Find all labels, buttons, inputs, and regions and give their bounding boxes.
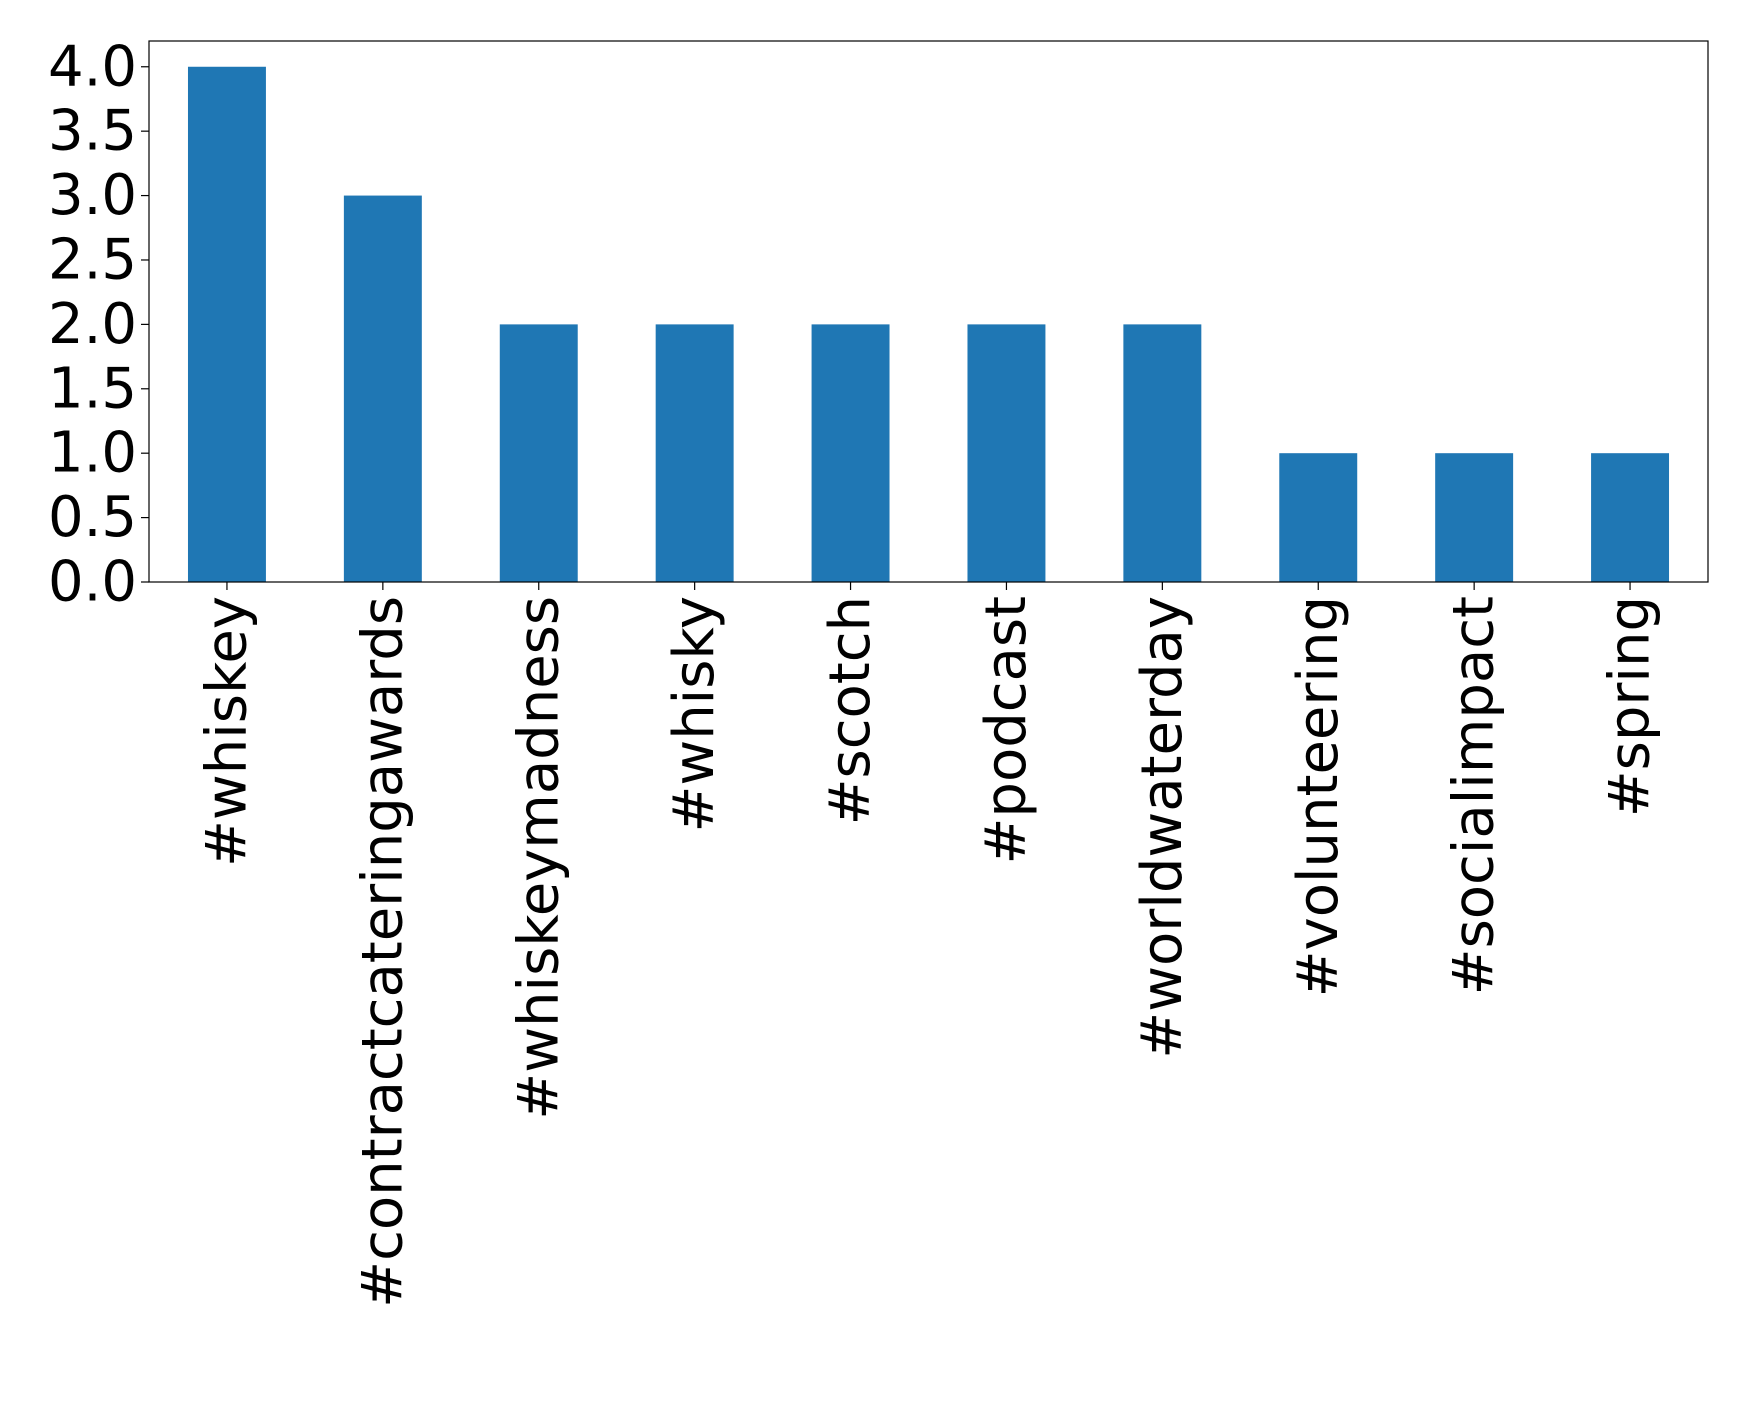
- x-tick-label: #whisky: [662, 596, 727, 833]
- x-tick-label: #whiskey: [194, 596, 259, 867]
- bar: [343, 195, 422, 583]
- y-tick-label: 3.5: [48, 99, 137, 164]
- bar: [1435, 453, 1514, 582]
- bar: [1123, 324, 1202, 582]
- y-tick-label: 0.0: [48, 550, 137, 615]
- x-tick-label: #contractcateringawards: [350, 596, 415, 1308]
- bar: [499, 324, 578, 582]
- bar: [1591, 453, 1670, 582]
- bar: [187, 66, 266, 582]
- y-tick-label: 2.5: [48, 227, 137, 292]
- x-tick-label: #podcast: [974, 596, 1039, 865]
- x-tick-label: #worldwaterday: [1130, 596, 1195, 1059]
- y-tick-label: 4.0: [48, 34, 137, 99]
- y-tick-label: 0.5: [48, 485, 137, 550]
- y-tick-label: 1.0: [48, 421, 137, 486]
- y-tick-label: 2.0: [48, 292, 137, 357]
- bar: [655, 324, 734, 582]
- bar: [811, 324, 890, 582]
- x-tick-label: #scotch: [818, 596, 883, 825]
- plot-frame: [148, 40, 1709, 583]
- x-tick-label: #whiskeymadness: [506, 596, 571, 1120]
- x-tick-label: #spring: [1598, 596, 1663, 817]
- bar: [967, 324, 1046, 582]
- x-tick-label: #volunteering: [1286, 596, 1351, 997]
- y-tick-label: 1.5: [48, 356, 137, 421]
- x-tick-label: #socialimpact: [1442, 596, 1507, 995]
- y-tick-label: 3.0: [48, 163, 137, 228]
- bar: [1279, 453, 1358, 582]
